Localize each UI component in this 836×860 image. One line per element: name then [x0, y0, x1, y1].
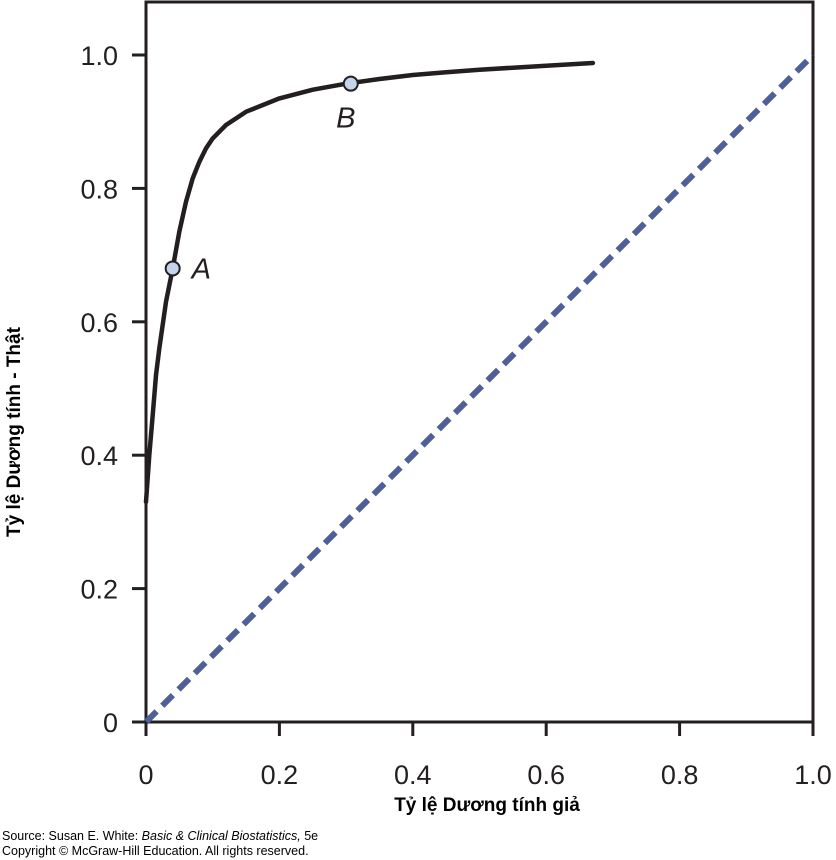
y-tick-label: 1.0 — [80, 41, 118, 71]
x-axis-title: Tỷ lệ Dương tính giả — [394, 795, 580, 816]
source-edition: 5e — [300, 829, 319, 843]
y-tick-label: 0.2 — [80, 575, 118, 605]
x-tick-label: 0 — [138, 760, 153, 790]
point-marker-a — [164, 260, 181, 277]
source-book-title: Basic & Clinical Biostatistics, — [141, 829, 301, 843]
roc-curve-line — [143, 60, 596, 505]
plot-frame — [144, 0, 815, 724]
x-tick-label: 1.0 — [794, 760, 832, 790]
point-marker-b — [342, 75, 359, 92]
reference-diagonal-line — [143, 52, 816, 725]
y-tick-label: 0.4 — [80, 441, 118, 471]
point-label-b: B — [336, 103, 355, 135]
point-label-a: A — [190, 253, 211, 285]
source-credit: Source: Susan E. White: Basic & Clinical… — [2, 829, 318, 859]
copyright-line: Copyright © McGraw-Hill Education. All r… — [2, 844, 309, 858]
y-tick-label: 0 — [103, 708, 118, 738]
x-tick-label: 0.2 — [261, 760, 299, 790]
x-tick-label: 0.4 — [394, 760, 432, 790]
source-line: Source: Susan E. White: Basic & Clinical… — [2, 829, 318, 844]
x-tick-label: 0.6 — [527, 760, 565, 790]
y-tick-label: 0.6 — [80, 308, 118, 338]
y-tick-label: 0.8 — [80, 174, 118, 204]
y-axis-title: Tỷ lệ Dương tính - Thật — [4, 326, 25, 537]
source-prefix: Source: Susan E. White: — [2, 829, 142, 843]
x-tick-label: 0.8 — [661, 760, 699, 790]
